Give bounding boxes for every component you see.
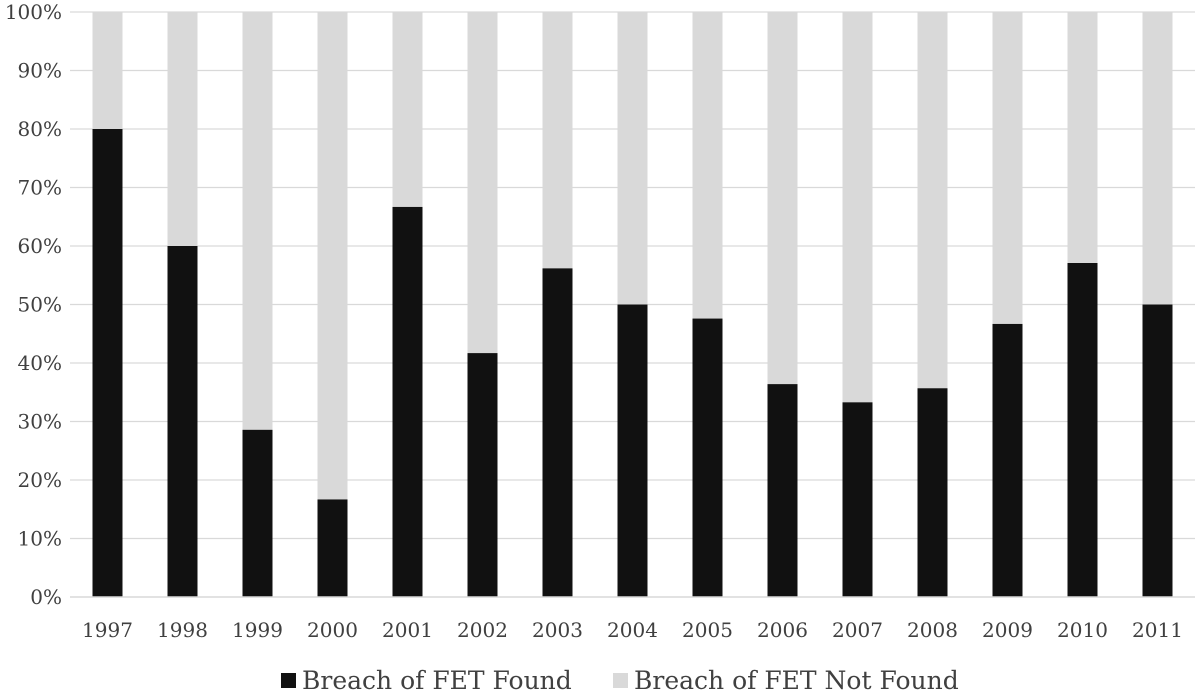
bar-breach-not-found [542, 12, 573, 269]
bar-breach-found [917, 388, 948, 597]
x-tick-label: 1998 [157, 618, 208, 642]
bar-breach-not-found [992, 12, 1023, 324]
x-tick-label: 2011 [1132, 618, 1183, 642]
legend-swatch [613, 673, 628, 688]
y-tick-label: 40% [18, 351, 62, 375]
bar-breach-found [317, 499, 348, 597]
x-tick-label: 2010 [1057, 618, 1108, 642]
bars [92, 12, 1173, 597]
x-axis-ticks: 1997 1998 1999 2000 2001 2002 2003 2004 2005 2006… [82, 618, 1183, 642]
bar-breach-not-found [767, 12, 798, 385]
legend-label: Breach of FET Found [302, 666, 572, 694]
x-tick-label: 1997 [82, 618, 133, 642]
y-tick-label: 30% [18, 410, 62, 434]
y-tick-label: 70% [18, 176, 62, 200]
bar-breach-not-found [1067, 12, 1098, 263]
x-tick-label: 2003 [532, 618, 583, 642]
bar-breach-found [617, 304, 648, 597]
x-tick-label: 2001 [382, 618, 433, 642]
x-tick-label: 1999 [232, 618, 283, 642]
y-tick-label: 20% [18, 468, 62, 492]
bar-breach-found [242, 429, 273, 597]
x-tick-label: 2000 [307, 618, 358, 642]
y-axis-ticks: 0% 10% 20% 30% 40% 50% 60% 70% 80% 90% 100% [5, 0, 62, 609]
bar-breach-not-found [1142, 12, 1173, 305]
bar-breach-found [842, 402, 873, 597]
bar-breach-not-found [692, 12, 723, 319]
legend: Breach of FET Found Breach of FET Not Fou… [281, 666, 959, 694]
x-tick-label: 2008 [907, 618, 958, 642]
y-tick-label: 100% [5, 0, 62, 24]
bar-breach-found [167, 246, 198, 597]
bar-breach-not-found [467, 12, 498, 354]
bar-breach-found [542, 268, 573, 597]
bar-breach-found [1142, 304, 1173, 597]
y-tick-label: 90% [18, 59, 62, 83]
legend-swatch [281, 673, 296, 688]
x-tick-label: 2007 [832, 618, 883, 642]
bar-breach-found [467, 353, 498, 597]
y-tick-label: 50% [18, 293, 62, 317]
bar-breach-not-found [242, 12, 273, 430]
bar-breach-not-found [917, 12, 948, 389]
y-tick-label: 0% [30, 585, 62, 609]
bar-breach-not-found [92, 12, 123, 129]
x-tick-label: 2004 [607, 618, 658, 642]
bar-breach-found [392, 206, 423, 597]
bar-breach-not-found [167, 12, 198, 246]
legend-label: Breach of FET Not Found [634, 666, 959, 694]
x-tick-label: 2006 [757, 618, 808, 642]
bar-breach-found [692, 318, 723, 597]
bar-breach-found [92, 129, 123, 597]
bar-breach-found [1067, 262, 1098, 597]
y-tick-label: 80% [18, 117, 62, 141]
bar-breach-not-found [392, 12, 423, 207]
x-tick-label: 2005 [682, 618, 733, 642]
bar-breach-found [992, 323, 1023, 597]
x-tick-label: 2009 [982, 618, 1033, 642]
bar-breach-not-found [842, 12, 873, 403]
y-tick-label: 60% [18, 234, 62, 258]
y-tick-label: 10% [18, 527, 62, 551]
x-tick-label: 2002 [457, 618, 508, 642]
bar-breach-not-found [617, 12, 648, 305]
bar-breach-found [767, 384, 798, 597]
bar-breach-not-found [317, 12, 348, 500]
